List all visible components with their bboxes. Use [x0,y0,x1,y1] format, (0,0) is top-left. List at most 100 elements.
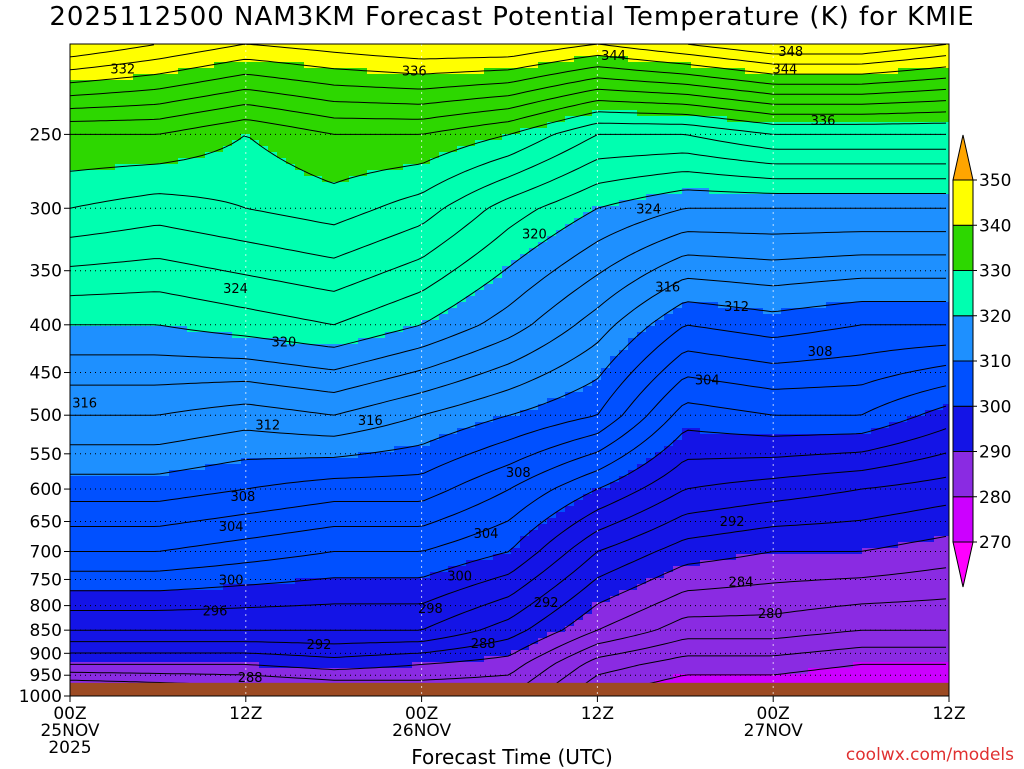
theta-cell [349,632,359,639]
theta-cell [70,494,80,501]
theta-cell [475,320,485,327]
theta-cell [394,368,404,375]
theta-cell [475,128,485,135]
theta-cell [340,494,350,501]
theta-cell [457,56,467,63]
theta-cell [214,350,224,357]
theta-cell [295,434,305,441]
theta-cell [106,506,116,513]
theta-cell [466,560,476,567]
theta-cell [286,398,296,405]
theta-cell [286,410,296,417]
theta-cell [349,188,359,195]
theta-cell [367,224,377,231]
theta-cell [97,410,107,417]
theta-cell [187,188,197,195]
theta-cell [124,332,134,339]
theta-cell [169,200,179,207]
theta-cell [88,140,98,147]
theta-cell [394,68,404,75]
theta-cell [97,494,107,501]
theta-cell [142,338,152,345]
theta-cell [97,122,107,129]
theta-cell [160,200,170,207]
theta-cell [70,602,80,609]
theta-cell [358,212,368,219]
theta-cell [322,134,332,141]
theta-cell [124,320,134,327]
theta-cell [358,530,368,537]
theta-cell [403,368,413,375]
theta-cell [457,452,467,459]
theta-cell [187,248,197,255]
theta-cell [403,314,413,321]
theta-cell [106,428,116,435]
theta-cell [106,458,116,465]
theta-cell [439,590,449,597]
theta-cell [178,548,188,555]
theta-cell [475,152,485,159]
theta-cell [340,428,350,435]
theta-cell [466,134,476,141]
theta-cell [430,104,440,111]
theta-cell [475,374,485,381]
theta-cell [196,170,206,177]
theta-cell [70,188,80,195]
theta-cell [457,290,467,297]
theta-cell [223,416,233,423]
theta-cell [403,530,413,537]
theta-cell [70,488,80,495]
theta-cell [268,122,278,129]
theta-cell [259,350,269,357]
theta-cell [268,242,278,249]
theta-cell [133,80,143,87]
theta-cell [196,560,206,567]
theta-cell [232,86,242,93]
theta-cell [403,488,413,495]
theta-cell [322,668,332,675]
theta-cell [331,632,341,639]
theta-cell [187,398,197,405]
theta-cell [250,566,260,573]
theta-cell [304,278,314,285]
theta-cell [286,122,296,129]
theta-cell [412,206,422,213]
theta-cell [385,416,395,423]
theta-cell [124,272,134,279]
theta-cell [196,446,206,453]
theta-cell [349,302,359,309]
theta-cell [358,254,368,261]
theta-cell [232,314,242,321]
theta-cell [376,146,386,153]
theta-cell [466,488,476,495]
theta-cell [187,506,197,513]
theta-cell [295,344,305,351]
theta-cell [124,170,134,177]
theta-cell [160,266,170,273]
theta-cell [268,392,278,399]
theta-cell [268,44,278,51]
theta-cell [241,194,251,201]
theta-cell [367,200,377,207]
theta-cell [439,632,449,639]
theta-cell [340,524,350,531]
theta-cell [340,512,350,519]
theta-cell [187,98,197,105]
theta-cell [151,398,161,405]
theta-cell [97,278,107,285]
theta-cell [466,392,476,399]
theta-cell [421,422,431,429]
theta-cell [106,368,116,375]
theta-cell [142,62,152,69]
theta-cell [475,404,485,411]
theta-cell [70,398,80,405]
theta-cell [448,524,458,531]
theta-cell [169,206,179,213]
theta-cell [394,638,404,645]
theta-cell [241,164,251,171]
theta-cell [106,626,116,633]
theta-cell [232,320,242,327]
theta-cell [304,590,314,597]
theta-cell [466,632,476,639]
theta-cell [403,554,413,561]
